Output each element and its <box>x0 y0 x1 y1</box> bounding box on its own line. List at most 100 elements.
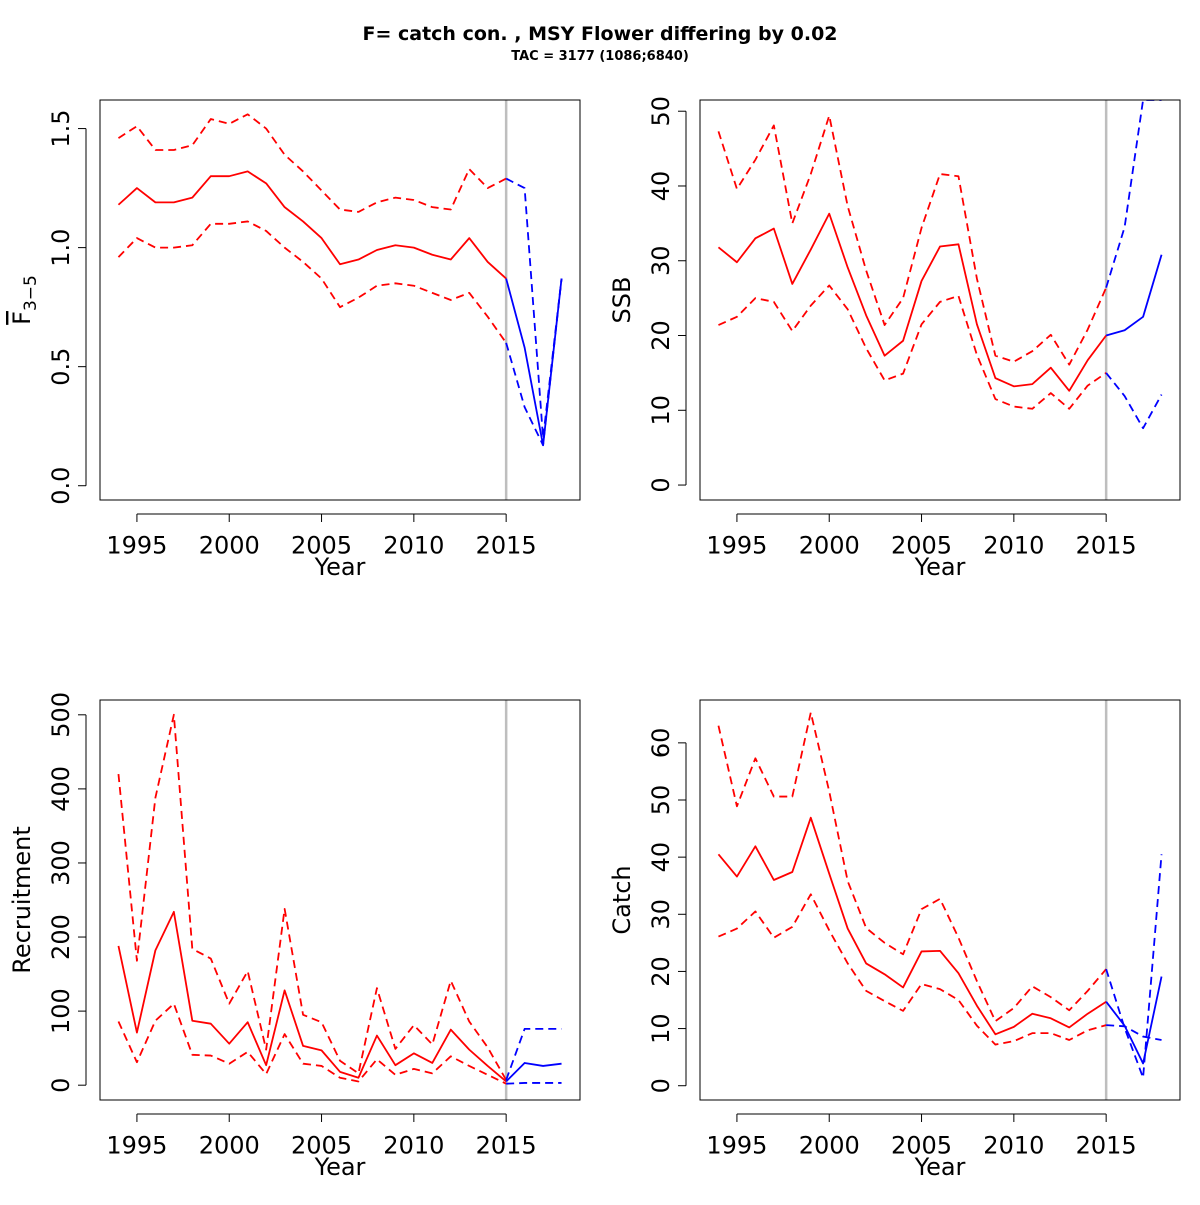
x-axis: 1995 2000 2005 2010 2015 Year <box>106 1113 537 1181</box>
x-tick-label: 2000 <box>799 1132 860 1160</box>
series-line-upper <box>117 113 507 213</box>
series-line-forecast-lower <box>506 1082 562 1085</box>
x-axis-title: Year <box>314 553 366 581</box>
y-tick-label: 1.0 <box>47 229 75 267</box>
x-tick-label: 2005 <box>891 1132 952 1160</box>
x-tick-label: 2000 <box>199 1132 260 1160</box>
plot-frame <box>99 99 581 501</box>
plot-frame <box>699 699 1181 1101</box>
y-axis-title: SSB <box>608 277 636 324</box>
series-group <box>717 711 1163 1079</box>
chart-panel-ssb: 1995 2000 2005 2010 2015 Year 0 10 20 30 40 50 SSB <box>608 96 1181 581</box>
x-tick-label: 2015 <box>1076 532 1137 560</box>
x-tick-label: 2000 <box>799 532 860 560</box>
y-tick-label: 20 <box>647 320 675 351</box>
series-line-forecast-upper <box>505 1027 562 1081</box>
y-tick-label: 0.0 <box>47 467 75 505</box>
y-tick-label: 0 <box>647 1078 675 1093</box>
chart-panel-recruitment: 1995 2000 2005 2010 2015 Year 0 100 200 300 400 500… <box>8 692 581 1181</box>
series-group <box>117 113 563 447</box>
x-tick-label: 2005 <box>291 1132 352 1160</box>
x-tick-label: 1995 <box>106 1132 167 1160</box>
x-tick-label: 2005 <box>891 532 952 560</box>
x-tick-label: 2010 <box>383 532 444 560</box>
series-line-forecast <box>1105 976 1163 1065</box>
chart-panel-fbar: 1995 2000 2005 2010 2015 Year 0.0 0.5 1.0 1.5 F3−5 <box>8 99 581 581</box>
series-group <box>117 713 562 1085</box>
y-tick-label: 50 <box>647 96 675 127</box>
series-line-upper <box>717 114 1107 366</box>
x-axis: 1995 2000 2005 2010 2015 Year <box>106 513 537 581</box>
series-line-forecast-lower <box>1105 372 1163 430</box>
series-line-forecast-upper <box>1105 100 1162 288</box>
plot-frame <box>699 99 1181 501</box>
x-tick-label: 2015 <box>1076 1132 1137 1160</box>
x-tick-label: 1995 <box>106 532 167 560</box>
series-line-forecast-upper <box>1105 854 1163 1079</box>
y-tick-label: 1.5 <box>47 109 75 147</box>
x-tick-label: 2010 <box>983 1132 1044 1160</box>
series-line-estimate <box>117 910 507 1083</box>
x-tick-label: 2000 <box>199 532 260 560</box>
x-axis-title: Year <box>914 553 966 581</box>
figure-title: F= catch con. , MSY Flower differing by … <box>362 23 837 45</box>
y-axis-title-subscript: 3−5 <box>21 275 41 311</box>
series-line-lower <box>718 893 1107 1046</box>
x-axis: 1995 2000 2005 2010 2015 Year <box>706 1113 1137 1181</box>
y-tick-label: 10 <box>647 1013 675 1044</box>
y-tick-label: 0 <box>47 1078 75 1093</box>
y-axis: 0.0 0.5 1.0 1.5 F3−5 <box>8 109 87 505</box>
series-line-upper <box>717 711 1107 1023</box>
y-tick-label: 30 <box>647 245 675 276</box>
x-axis: 1995 2000 2005 2010 2015 Year <box>706 513 1137 581</box>
series-line-estimate <box>717 212 1107 392</box>
y-axis: 0 10 20 30 40 50 SSB <box>608 96 687 493</box>
y-axis-title: Catch <box>608 865 636 934</box>
y-tick-label: 40 <box>647 842 675 873</box>
x-tick-label: 2015 <box>476 532 537 560</box>
y-tick-label: 0.5 <box>47 348 75 386</box>
figure-subtitle: TAC = 3177 (1086;6840) <box>511 49 689 64</box>
series-line-estimate <box>717 816 1107 1036</box>
series-line-forecast-lower <box>505 278 563 447</box>
series-line-forecast-lower <box>1106 1024 1162 1041</box>
y-tick-label: 10 <box>647 395 675 426</box>
y-tick-label: 500 <box>47 692 75 738</box>
y-tick-label: 100 <box>47 988 75 1034</box>
series-line-forecast <box>1105 254 1163 337</box>
x-tick-label: 1995 <box>706 1132 767 1160</box>
y-tick-label: 0 <box>647 477 675 492</box>
y-tick-label: 20 <box>647 956 675 987</box>
x-tick-label: 2010 <box>383 1132 444 1160</box>
y-axis: 0 100 200 300 400 500 Recruitment <box>8 692 87 1093</box>
y-axis: 0 10 20 30 40 50 60 Catch <box>608 728 687 1093</box>
x-tick-label: 1995 <box>706 532 767 560</box>
x-axis-title: Year <box>914 1153 966 1181</box>
y-tick-label: 400 <box>47 766 75 812</box>
series-line-forecast <box>505 1062 562 1083</box>
y-tick-label: 50 <box>647 785 675 816</box>
series-line-forecast <box>505 278 563 447</box>
y-tick-label: 300 <box>47 840 75 886</box>
series-group <box>717 100 1163 430</box>
series-line-estimate <box>117 170 507 280</box>
y-tick-label: 30 <box>647 899 675 930</box>
series-line-upper <box>117 713 507 1081</box>
panels: 1995 2000 2005 2010 2015Year0.00.51.01.5F3−5… <box>8 96 1181 1181</box>
y-tick-label: 60 <box>647 728 675 759</box>
series-line-lower <box>718 284 1107 410</box>
x-tick-label: 2010 <box>983 532 1044 560</box>
y-tick-label: 200 <box>47 914 75 960</box>
plot-frame <box>99 699 581 1101</box>
y-axis-title: Recruitment <box>8 826 36 973</box>
y-axis-title-main: F <box>8 311 36 325</box>
y-tick-label: 40 <box>647 171 675 202</box>
y-axis-title: F3−5 <box>8 275 41 325</box>
x-tick-label: 2015 <box>476 1132 537 1160</box>
x-axis-title: Year <box>314 1153 366 1181</box>
series-line-lower <box>117 1002 507 1085</box>
chart-panel-catch: 1995 2000 2005 2010 2015 Year 0 10 20 30 40 50 60 Cat… <box>608 699 1181 1181</box>
